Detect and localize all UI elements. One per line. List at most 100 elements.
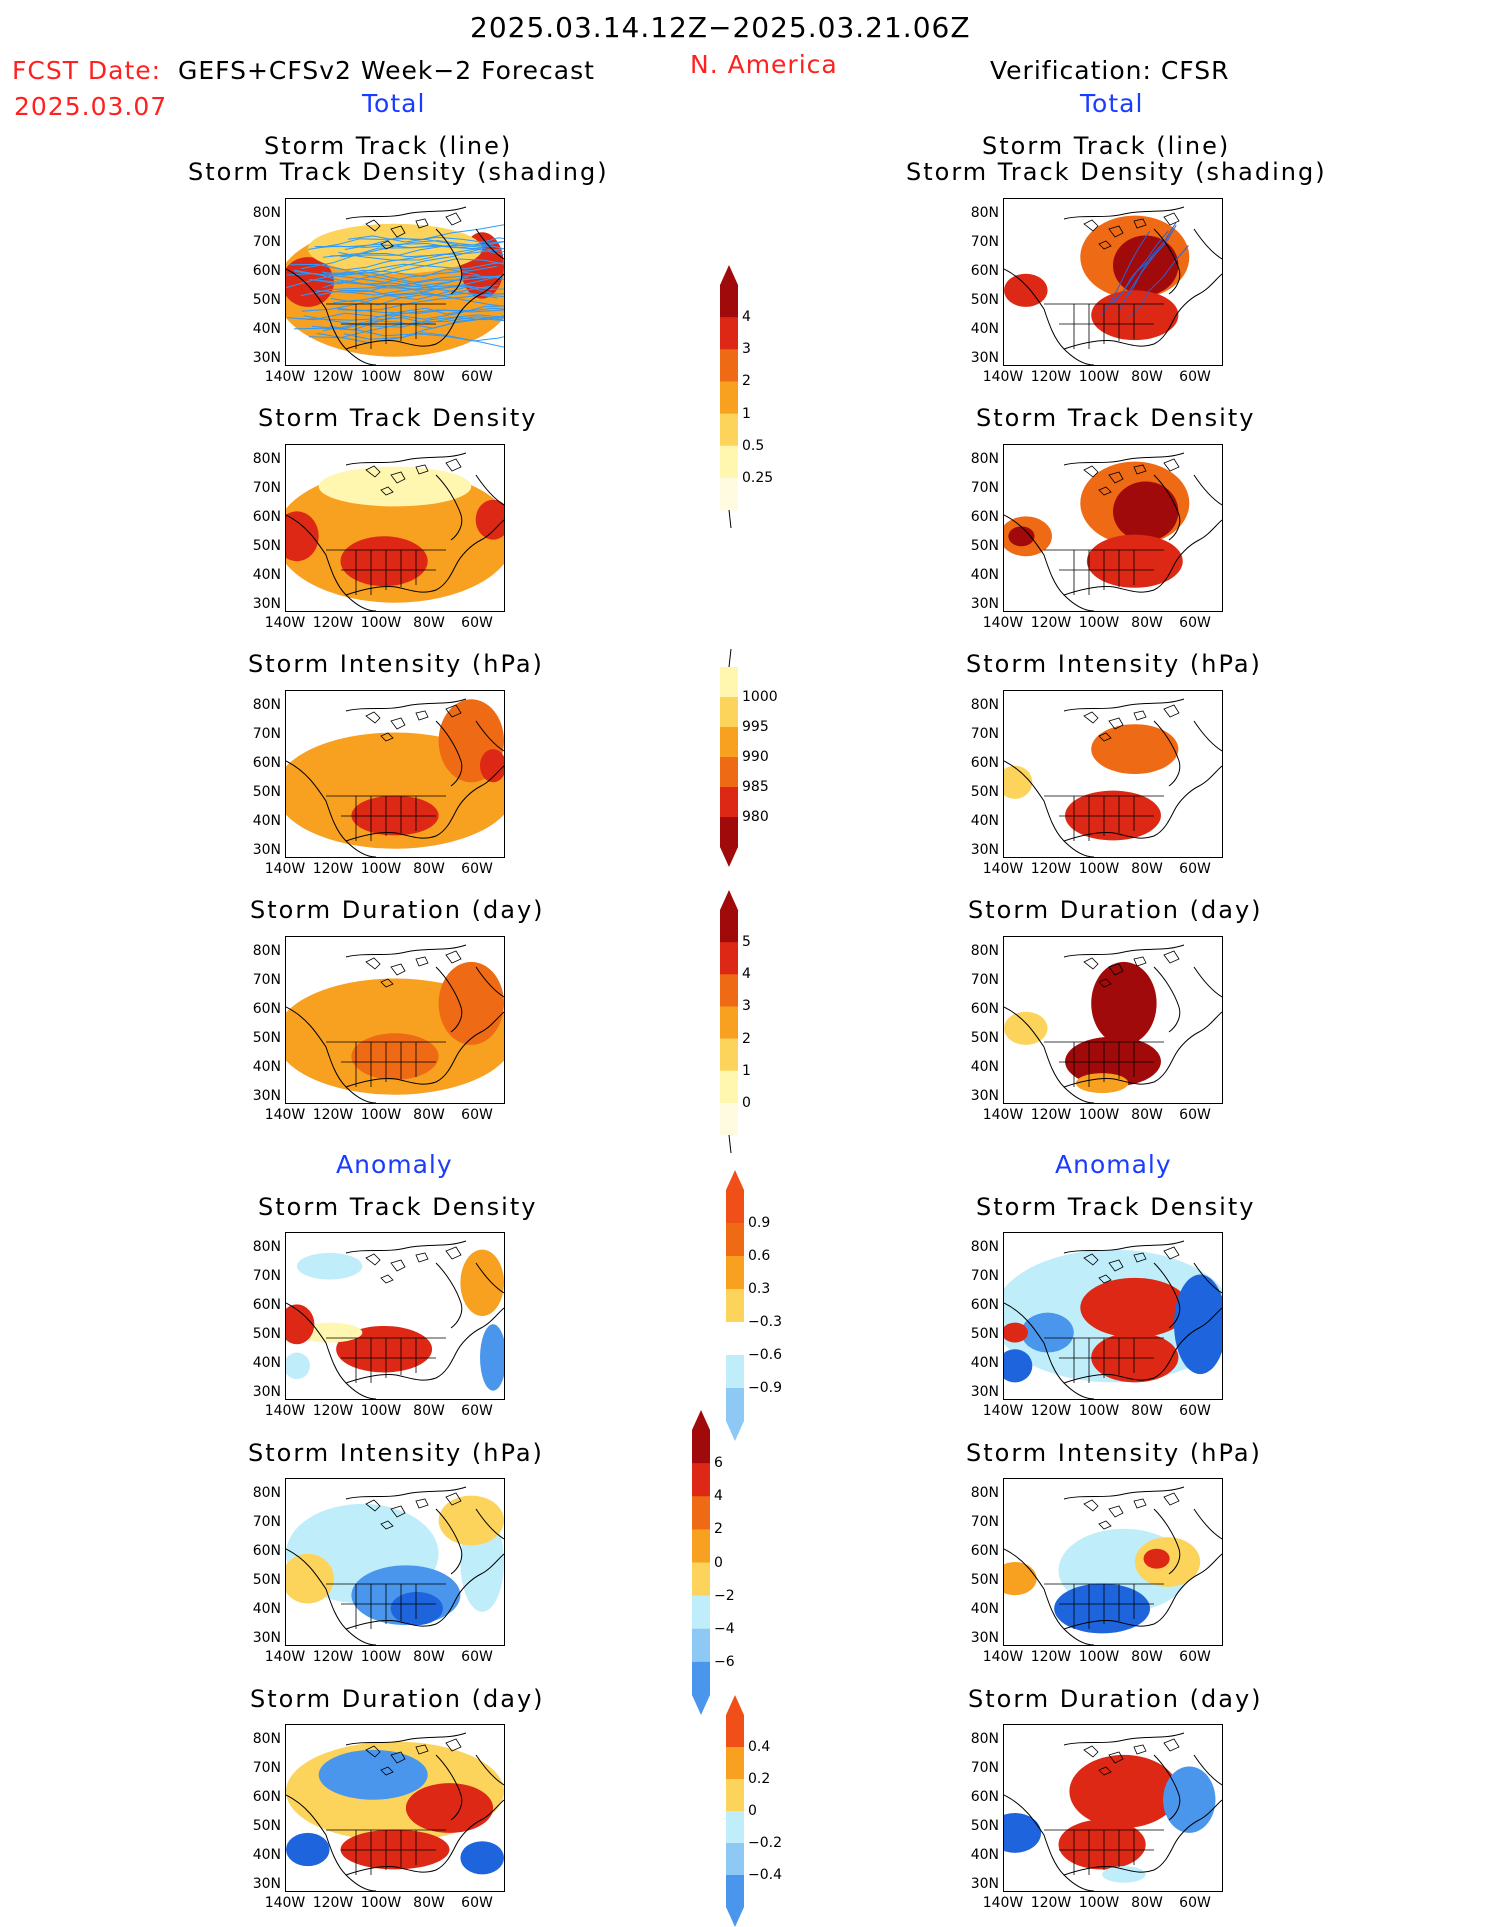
state-borders [326, 1041, 446, 1087]
shading-region [480, 1324, 504, 1391]
lat-tick-label: 30N [252, 596, 281, 612]
lat-tick-label: 60N [252, 509, 281, 525]
storm-track-line [1111, 230, 1169, 305]
shading-region [405, 1783, 494, 1833]
map-shading [286, 1732, 504, 1891]
lon-tick-label: 60W [1179, 1649, 1211, 1665]
shading-region [336, 1325, 433, 1373]
map-shading [286, 944, 504, 1103]
map-panel-right-6 [1003, 1478, 1223, 1646]
title-anom-intensity-right: Storm Intensity (hPa) [966, 1439, 1262, 1467]
state-borders [326, 1583, 446, 1629]
lat-tick-label: 30N [970, 596, 999, 612]
storm-track-line [1101, 230, 1151, 316]
storm-track-line [330, 274, 504, 303]
lon-tick-label: 140W [264, 615, 306, 631]
colorbar-segment [726, 1388, 744, 1422]
lat-tick-label: 40N [970, 1601, 999, 1617]
colorbar-segment [692, 1463, 710, 1497]
colorbar-label: −0.6 [748, 1347, 782, 1363]
lat-tick-label: 70N [970, 1268, 999, 1284]
date-range-title: 2025.03.14.12Z−2025.03.21.06Z [470, 11, 971, 44]
colorbar-segment [692, 1595, 710, 1630]
colorbar-anom-intensity [692, 1410, 710, 1715]
lon-tick-label: 80W [413, 1107, 445, 1123]
colorbar-label: 0.2 [748, 1771, 771, 1787]
colorbar-arrow [692, 1695, 710, 1715]
state-borders [1044, 303, 1164, 349]
lon-tick-label: 60W [1179, 1895, 1211, 1911]
storm-track-line [323, 262, 504, 274]
lat-tick-label: 80N [970, 1485, 999, 1501]
lon-tick-label: 140W [982, 1895, 1024, 1911]
storm-track-line [300, 285, 494, 297]
state-borders [326, 303, 446, 349]
lon-tick-label: 140W [264, 1403, 306, 1419]
map-panel-left-6 [285, 1478, 505, 1646]
lat-tick-label: 40N [252, 1355, 281, 1371]
lon-tick-label: 60W [461, 1107, 493, 1123]
colorbar-label: 980 [742, 809, 769, 825]
title-density-left: Storm Track Density [258, 404, 538, 432]
lon-tick-label: 100W [360, 1895, 402, 1911]
title-anom-intensity-left: Storm Intensity (hPa) [248, 1439, 544, 1467]
shading-region [1004, 273, 1048, 307]
lat-tick-label: 60N [970, 755, 999, 771]
state-borders [1044, 795, 1164, 841]
map-panel-left-3 [285, 690, 505, 858]
lon-tick-label: 80W [413, 369, 445, 385]
shading-region [286, 1304, 315, 1345]
storm-track-line [286, 268, 480, 289]
title-anom-density-right: Storm Track Density [976, 1193, 1256, 1221]
lon-tick-label: 120W [312, 1895, 354, 1911]
colorbar-arrow [726, 1170, 744, 1190]
map-shading [1004, 1732, 1222, 1891]
colorbar-segment [726, 1289, 744, 1323]
shading-region [1004, 1322, 1028, 1343]
colorbar-segment [720, 1006, 738, 1040]
shading-region [286, 1352, 310, 1380]
lon-tick-label: 120W [312, 615, 354, 631]
lon-tick-label: 80W [1131, 369, 1163, 385]
colorbar-anom-density [726, 1170, 744, 1441]
shading-region [1163, 1766, 1216, 1833]
colorbar-segment [692, 1628, 710, 1663]
anomaly-left-label: Anomaly [336, 1150, 453, 1179]
coastline [1004, 1240, 1222, 1399]
shading-region [390, 1591, 443, 1626]
colorbar-segment [720, 757, 738, 788]
lat-tick-label: 70N [252, 1760, 281, 1776]
shading-region [1004, 765, 1033, 799]
title-duration-right: Storm Duration (day) [968, 896, 1263, 924]
lon-tick-label: 60W [1179, 369, 1211, 385]
storm-track-line [318, 284, 499, 297]
colorbar-label: 0 [748, 1803, 757, 1819]
shading-region [1174, 1274, 1222, 1375]
lon-tick-label: 120W [1030, 861, 1072, 877]
lon-tick-label: 60W [461, 1895, 493, 1911]
colorbar-label: −6 [714, 1653, 735, 1670]
lon-tick-label: 100W [1078, 861, 1120, 877]
title-track-shading-right: Storm Track Density (shading) [906, 158, 1327, 186]
title-density-right: Storm Track Density [976, 404, 1256, 432]
colorbar-arrow [720, 265, 738, 285]
colorbar-segment [720, 942, 738, 975]
lat-tick-label: 30N [970, 842, 999, 858]
shading-region [296, 1252, 363, 1280]
colorbar-segment [720, 381, 738, 415]
shading-region [438, 961, 504, 1045]
title-track-line-right: Storm Track (line) [982, 132, 1231, 160]
lat-tick-label: 60N [252, 1789, 281, 1805]
colorbar-label: 2 [742, 1030, 751, 1047]
shading-region [460, 1841, 504, 1875]
coastline [286, 698, 504, 857]
map-panel-left-4 [285, 936, 505, 1104]
colorbar-label: 5 [742, 934, 751, 951]
lat-tick-label: 50N [970, 1030, 999, 1046]
coastline [286, 206, 504, 365]
shading-region [340, 536, 428, 587]
colorbar-label: 0.9 [748, 1215, 771, 1231]
lat-tick-label: 30N [970, 1088, 999, 1104]
shading-region [1075, 1073, 1129, 1094]
colorbar-segment [720, 910, 738, 943]
